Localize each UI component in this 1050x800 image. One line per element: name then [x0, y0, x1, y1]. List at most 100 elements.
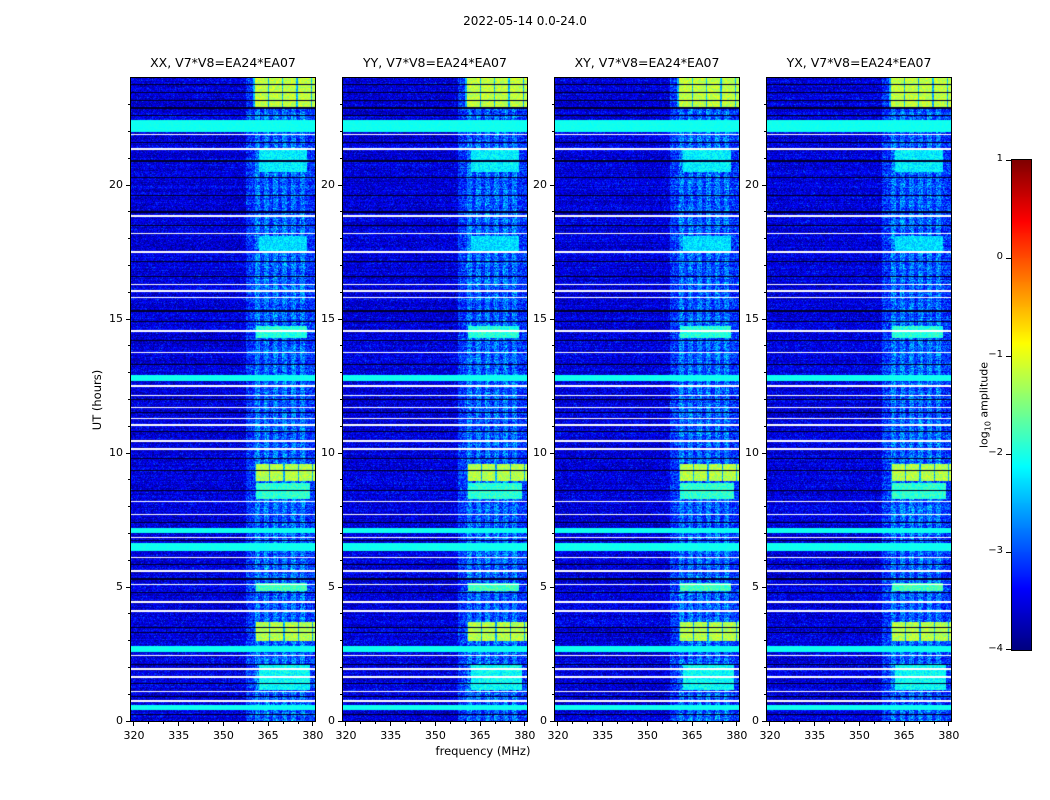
- y-minor-tick-mark: [764, 131, 766, 133]
- y-minor-tick-mark: [764, 238, 766, 240]
- y-tick-label: 20: [745, 178, 759, 192]
- x-minor-tick-mark: [163, 722, 165, 724]
- y-minor-tick-mark: [764, 425, 766, 427]
- colorbar-tick-mark: [1006, 257, 1011, 259]
- x-minor-tick-mark: [297, 722, 299, 724]
- y-tick-label: 0: [752, 714, 759, 727]
- y-tick-mark: [338, 720, 342, 722]
- y-minor-tick-mark: [340, 479, 342, 481]
- y-minor-tick-mark: [128, 291, 130, 293]
- x-minor-tick-mark: [617, 722, 619, 724]
- y-minor-tick-mark: [128, 640, 130, 642]
- y-tick-mark: [126, 452, 130, 454]
- y-minor-tick-mark: [340, 613, 342, 615]
- y-minor-tick-mark: [128, 666, 130, 668]
- y-minor-tick-mark: [764, 640, 766, 642]
- panel-yx: YX, V7*V8=EA24*EA07 320 335 350 365 380 0 5 10 1…: [745, 55, 959, 742]
- y-tick-label: 10: [533, 446, 547, 460]
- colorbar-tick-mark: [1006, 453, 1011, 455]
- x-minor-tick-mark: [464, 722, 466, 724]
- y-tick-mark: [126, 720, 130, 722]
- y-minor-tick-mark: [552, 613, 554, 615]
- y-minor-tick-mark: [340, 291, 342, 293]
- y-minor-tick-mark: [552, 559, 554, 561]
- y-minor-tick-mark: [128, 372, 130, 374]
- spectrogram-xx: [130, 77, 316, 722]
- colorbar-label-prefix: log: [977, 431, 991, 449]
- x-tick-label: 335: [592, 729, 614, 742]
- y-minor-tick-mark: [764, 104, 766, 106]
- y-tick-label: 15: [109, 312, 123, 326]
- x-tick-mark: [222, 722, 224, 726]
- y-axis-label: UT (hours): [90, 369, 104, 431]
- y-tick-mark: [550, 318, 554, 320]
- x-tick-label: 365: [257, 729, 279, 742]
- x-minor-tick-mark: [509, 722, 511, 724]
- y-minor-tick-mark: [764, 291, 766, 293]
- y-minor-tick-mark: [128, 613, 130, 615]
- colorbar: 1 0 −1 −2 −3 −4: [988, 153, 1032, 654]
- y-minor-tick-mark: [340, 157, 342, 159]
- y-minor-tick-mark: [128, 506, 130, 508]
- spectrogram-xy: [554, 77, 740, 722]
- x-tick-mark: [524, 722, 526, 726]
- y-minor-tick-mark: [340, 666, 342, 668]
- panel-title-yx: YX, V7*V8=EA24*EA07: [786, 55, 932, 70]
- y-minor-tick-mark: [764, 265, 766, 267]
- y-minor-tick-mark: [128, 345, 130, 347]
- y-tick-mark: [550, 184, 554, 186]
- y-minor-tick-mark: [552, 479, 554, 481]
- y-tick-mark: [762, 586, 766, 588]
- y-minor-tick-mark: [764, 157, 766, 159]
- x-tick-label: 380: [514, 729, 536, 742]
- y-minor-tick-mark: [340, 104, 342, 106]
- y-minor-tick-mark: [552, 345, 554, 347]
- x-minor-tick-mark: [587, 722, 589, 724]
- x-minor-tick-mark: [148, 722, 150, 724]
- y-minor-tick-mark: [340, 372, 342, 374]
- y-minor-tick-mark: [128, 399, 130, 400]
- x-tick-label: 380: [726, 729, 748, 742]
- colorbar-gradient: [1011, 159, 1032, 651]
- x-tick-mark: [557, 722, 559, 726]
- y-minor-tick-mark: [128, 559, 130, 561]
- y-minor-tick-mark: [552, 640, 554, 642]
- y-minor-tick-mark: [128, 479, 130, 481]
- panel-xy: XY, V7*V8=EA24*EA07 320 335 350 365 380 0 5 10 1…: [533, 55, 747, 742]
- y-minor-tick-mark: [128, 532, 130, 534]
- y-minor-tick-mark: [552, 211, 554, 213]
- y-minor-tick-mark: [764, 613, 766, 615]
- x-minor-tick-mark: [494, 722, 496, 724]
- y-tick-mark: [550, 452, 554, 454]
- y-minor-tick-mark: [340, 506, 342, 508]
- colorbar-label-suffix: amplitude: [977, 361, 991, 422]
- y-minor-tick-mark: [552, 506, 554, 508]
- x-tick-mark: [691, 722, 693, 726]
- y-tick-label: 0: [328, 714, 335, 727]
- x-minor-tick-mark: [661, 722, 663, 724]
- x-tick-mark: [814, 722, 816, 726]
- y-minor-tick-mark: [552, 104, 554, 106]
- y-tick-mark: [126, 586, 130, 588]
- x-tick-mark: [178, 722, 180, 726]
- x-tick-mark: [312, 722, 314, 726]
- spectrogram-yy: [342, 77, 528, 722]
- x-tick-mark: [948, 722, 950, 726]
- y-tick-label: 20: [321, 178, 335, 192]
- y-tick-mark: [338, 318, 342, 320]
- y-tick-label: 20: [109, 178, 123, 192]
- y-tick-mark: [762, 720, 766, 722]
- x-tick-mark: [434, 722, 436, 726]
- y-tick-mark: [126, 318, 130, 320]
- colorbar-tick-label: −1: [988, 349, 1003, 360]
- x-tick-label: 365: [893, 729, 915, 742]
- x-tick-label: 350: [636, 729, 658, 742]
- y-minor-tick-mark: [340, 693, 342, 695]
- x-minor-tick-mark: [918, 722, 920, 724]
- y-minor-tick-mark: [552, 372, 554, 374]
- x-tick-mark: [133, 722, 135, 726]
- x-minor-tick-mark: [237, 722, 239, 724]
- x-minor-tick-mark: [676, 722, 678, 724]
- x-minor-tick-mark: [706, 722, 708, 724]
